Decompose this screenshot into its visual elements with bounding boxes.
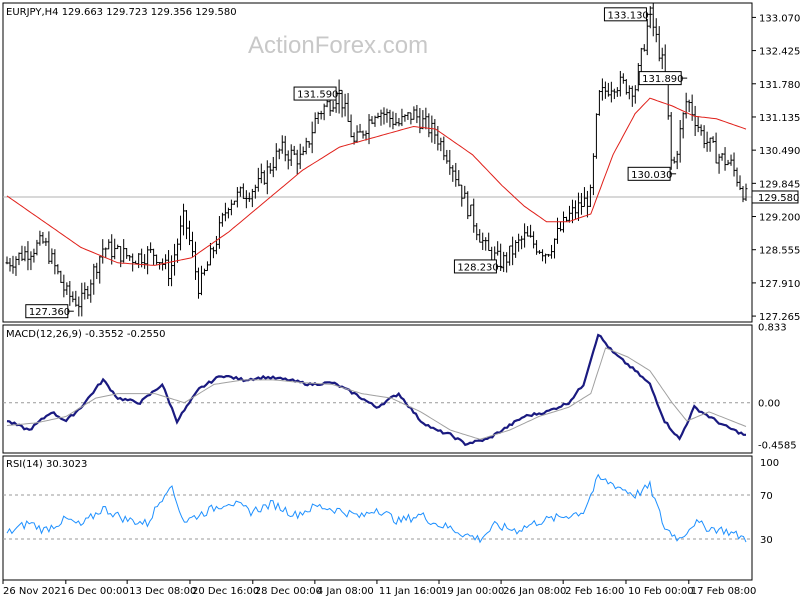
annotation-box	[453, 259, 497, 274]
macd-y-tick-label: 0.833	[758, 323, 787, 334]
price-y-tick-label: 127.265	[759, 312, 800, 323]
rsi-y-tick-label: 100	[760, 458, 779, 469]
annotation-label: 131.890	[642, 74, 683, 85]
last-price-label: 129.580	[758, 193, 799, 204]
moving-average-line	[6, 97, 747, 266]
pane-border-1	[2, 324, 753, 454]
price-y-tick-label: 130.490	[759, 146, 800, 157]
annotation-label: 127.360	[29, 307, 70, 318]
price-y-tick-label: 133.070	[759, 13, 800, 24]
macd-y-tick-label: -0.4585	[758, 441, 797, 452]
x-axis-tick-label: 4 Jan 08:00	[317, 586, 374, 597]
x-axis-tick-label: 26 Jan 08:00	[503, 586, 566, 597]
x-axis-tick-label: 6 Dec 00:00	[68, 586, 129, 597]
price-y-tick-label: 128.555	[759, 246, 800, 257]
annotation-box	[603, 7, 647, 22]
x-axis-tick-label: 17 Feb 08:00	[691, 586, 757, 597]
price-pane-title: EURJPY,H4 129.663 129.723 129.356 129.58…	[6, 7, 237, 18]
x-axis-tick-label: 2 Feb 16:00	[565, 586, 624, 597]
rsi-y-tick-label: 30	[760, 535, 773, 546]
pane-border-0	[2, 2, 753, 323]
annotation-box	[638, 71, 682, 86]
price-y-tick-label: 129.845	[759, 179, 800, 190]
annotation-box	[627, 166, 671, 181]
price-y-tick-label: 131.780	[759, 80, 800, 91]
annotation-label: 131.590	[297, 90, 338, 101]
x-axis-tick-label: 10 Feb 00:00	[628, 586, 694, 597]
pane-border-2	[2, 455, 753, 581]
annotation-box	[25, 304, 69, 319]
x-axis-tick-label: 20 Dec 16:00	[192, 586, 259, 597]
rsi-line	[6, 473, 747, 544]
annotation-label: 130.030	[631, 170, 672, 181]
x-axis-tick-label: 11 Jan 16:00	[379, 586, 442, 597]
x-axis-tick-label: 28 Dec 00:00	[255, 586, 322, 597]
last-price-box	[751, 190, 799, 204]
signal-line	[6, 347, 747, 440]
rsi-y-tick-label: 70	[760, 491, 773, 502]
macd-line	[6, 333, 746, 447]
watermark: ActionForex.com	[248, 32, 428, 59]
macd-pane-title: MACD(12,26,9) -0.3552 -0.2550	[6, 329, 166, 340]
price-y-tick-label: 127.910	[759, 279, 800, 290]
x-axis-tick-label: 26 Nov 2021	[3, 586, 67, 597]
price-y-tick-label: 131.135	[759, 113, 800, 124]
annotation-label: 128.230	[457, 262, 498, 273]
x-axis-tick-label: 13 Dec 08:00	[129, 586, 196, 597]
price-y-tick-label: 129.200	[759, 213, 800, 224]
price-y-tick-label: 132.425	[759, 47, 800, 58]
x-axis-tick-label: 19 Jan 00:00	[441, 586, 504, 597]
rsi-pane-title: RSI(14) 30.3023	[6, 459, 87, 470]
macd-y-tick-label: 0.00	[758, 399, 780, 410]
annotation-label: 133.130	[607, 10, 648, 21]
annotation-box	[293, 86, 337, 101]
